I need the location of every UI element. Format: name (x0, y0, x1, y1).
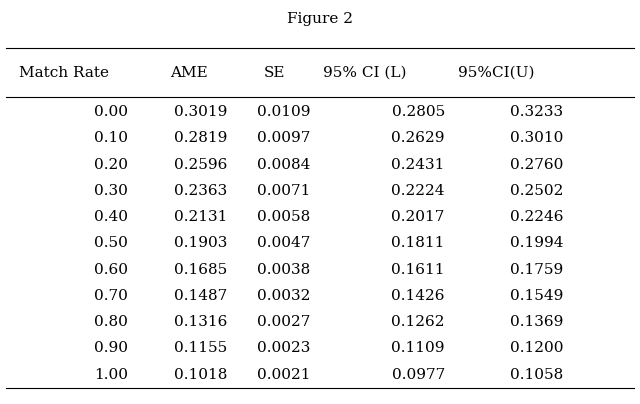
Text: 0.0058: 0.0058 (257, 210, 310, 224)
Text: 0.10: 0.10 (94, 131, 128, 145)
Text: 0.80: 0.80 (94, 315, 128, 329)
Text: 0.0038: 0.0038 (257, 263, 310, 277)
Text: 0.0977: 0.0977 (392, 368, 445, 382)
Text: 0.1549: 0.1549 (510, 289, 563, 303)
Text: 0.1155: 0.1155 (174, 341, 227, 356)
Text: 0.1426: 0.1426 (391, 289, 445, 303)
Text: 0.00: 0.00 (94, 105, 128, 119)
Text: 0.1759: 0.1759 (510, 263, 563, 277)
Text: 0.1200: 0.1200 (509, 341, 563, 356)
Text: 0.0047: 0.0047 (257, 236, 310, 250)
Text: 95% CI (L): 95% CI (L) (323, 66, 406, 80)
Text: 0.1058: 0.1058 (510, 368, 563, 382)
Text: 0.0023: 0.0023 (257, 341, 310, 356)
Text: 0.2017: 0.2017 (392, 210, 445, 224)
Text: 0.1611: 0.1611 (391, 263, 445, 277)
Text: 0.1018: 0.1018 (174, 368, 227, 382)
Text: 0.50: 0.50 (94, 236, 128, 250)
Text: 0.2629: 0.2629 (391, 131, 445, 145)
Text: 0.60: 0.60 (94, 263, 128, 277)
Text: SE: SE (263, 66, 285, 80)
Text: 1.00: 1.00 (94, 368, 128, 382)
Text: 0.1262: 0.1262 (391, 315, 445, 329)
Text: 0.1109: 0.1109 (391, 341, 445, 356)
Text: 0.1994: 0.1994 (509, 236, 563, 250)
Text: Figure 2: Figure 2 (287, 12, 353, 26)
Text: 0.1316: 0.1316 (174, 315, 227, 329)
Text: 0.20: 0.20 (94, 158, 128, 172)
Text: 0.1685: 0.1685 (174, 263, 227, 277)
Text: 0.1487: 0.1487 (174, 289, 227, 303)
Text: 0.2819: 0.2819 (174, 131, 227, 145)
Text: 0.1811: 0.1811 (392, 236, 445, 250)
Text: 0.30: 0.30 (94, 184, 128, 198)
Text: AME: AME (170, 66, 207, 80)
Text: 0.1369: 0.1369 (510, 315, 563, 329)
Text: 0.2805: 0.2805 (392, 105, 445, 119)
Text: 0.3010: 0.3010 (510, 131, 563, 145)
Text: Match Rate: Match Rate (19, 66, 109, 80)
Text: 0.0109: 0.0109 (257, 105, 310, 119)
Text: 0.2596: 0.2596 (174, 158, 227, 172)
Text: 0.0021: 0.0021 (257, 368, 310, 382)
Text: 0.2502: 0.2502 (510, 184, 563, 198)
Text: 0.2246: 0.2246 (509, 210, 563, 224)
Text: 0.2131: 0.2131 (174, 210, 227, 224)
Text: 0.0071: 0.0071 (257, 184, 310, 198)
Text: 0.2224: 0.2224 (391, 184, 445, 198)
Text: 0.2363: 0.2363 (174, 184, 227, 198)
Text: 0.2431: 0.2431 (392, 158, 445, 172)
Text: 0.2760: 0.2760 (510, 158, 563, 172)
Text: 0.0027: 0.0027 (257, 315, 310, 329)
Text: 0.3233: 0.3233 (510, 105, 563, 119)
Text: 0.0084: 0.0084 (257, 158, 310, 172)
Text: 0.3019: 0.3019 (174, 105, 227, 119)
Text: 0.1903: 0.1903 (174, 236, 227, 250)
Text: 0.70: 0.70 (94, 289, 128, 303)
Text: 0.90: 0.90 (94, 341, 128, 356)
Text: 0.0097: 0.0097 (257, 131, 310, 145)
Text: 95%CI(U): 95%CI(U) (458, 66, 534, 80)
Text: 0.0032: 0.0032 (257, 289, 310, 303)
Text: 0.40: 0.40 (94, 210, 128, 224)
